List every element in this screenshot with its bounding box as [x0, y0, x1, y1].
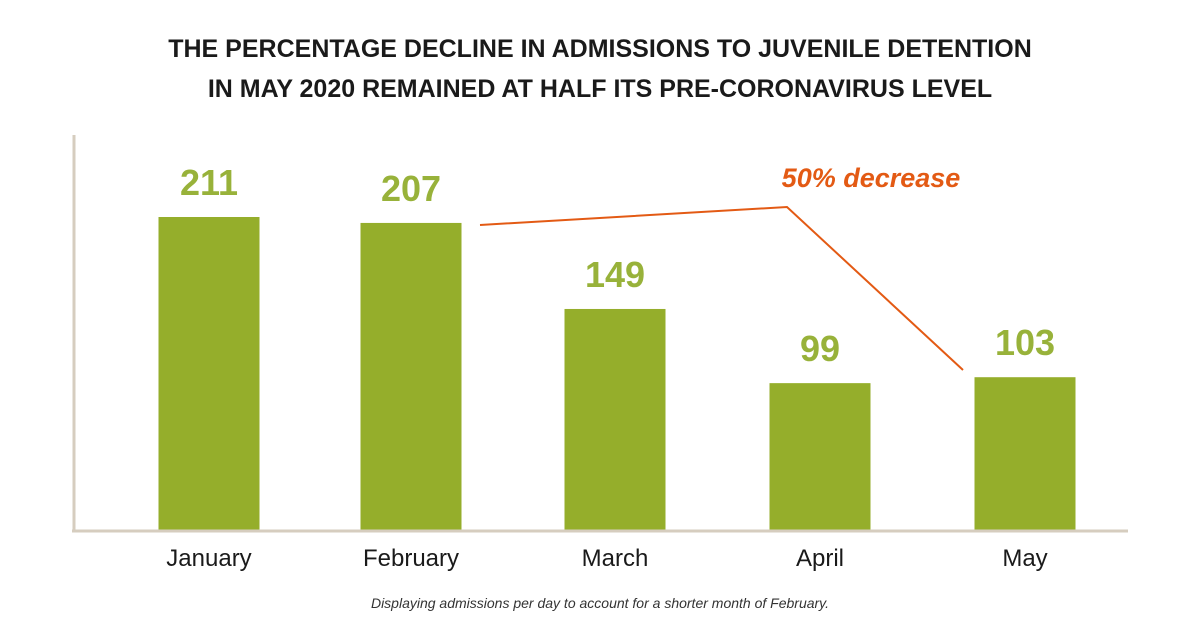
x-tick-label-february: February [363, 545, 459, 572]
chart-title-line-2: IN MAY 2020 REMAINED AT HALF ITS PRE-COR… [208, 75, 992, 103]
chart-title-line-1: THE PERCENTAGE DECLINE IN ADMISSIONS TO … [168, 35, 1032, 63]
data-label-january: 211 [180, 162, 238, 203]
x-tick-label-april: April [796, 545, 844, 572]
bar-may [974, 377, 1076, 530]
bar-january [158, 217, 260, 530]
x-tick-label-may: May [1002, 545, 1047, 572]
bar-april [769, 383, 871, 530]
x-tick-label-march: March [582, 545, 649, 572]
data-label-may: 103 [995, 322, 1055, 363]
bar-march [564, 308, 666, 530]
data-label-april: 99 [800, 328, 840, 369]
footnote: Displaying admissions per day to account… [371, 595, 829, 611]
annotation-line [479, 205, 964, 371]
annotation-label: 50% decrease [782, 163, 961, 193]
bar-february [360, 222, 462, 530]
data-label-february: 207 [381, 168, 441, 209]
x-tick-label-january: January [166, 545, 251, 572]
data-label-march: 149 [585, 254, 645, 295]
